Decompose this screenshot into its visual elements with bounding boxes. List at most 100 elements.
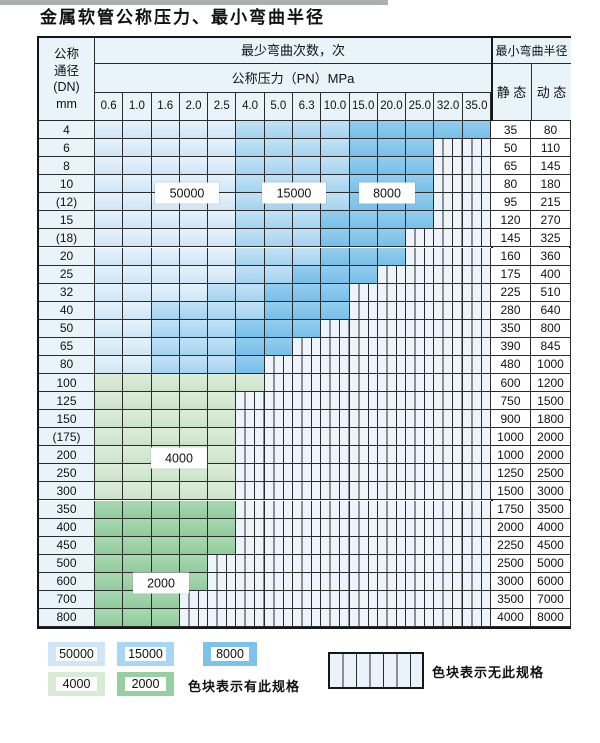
dn-cell: 15 <box>39 211 95 230</box>
spec-cell <box>179 392 209 411</box>
spec-cell <box>123 374 152 393</box>
dynamic-radius-cell: 325 <box>531 229 571 248</box>
legend-unavailable-text: 色块表示无此规格 <box>432 665 545 680</box>
spec-cell <box>151 211 180 230</box>
pressure-col-header: 20.0 <box>377 93 407 121</box>
cycles-zone-label: 15000 <box>262 182 326 204</box>
spec-cell <box>377 211 407 230</box>
spec-cell <box>321 157 350 176</box>
no-spec-cell <box>349 301 378 320</box>
spec-cell <box>179 554 209 573</box>
no-spec-cell <box>377 283 407 302</box>
spec-cell <box>321 247 350 266</box>
spec-cell <box>151 518 180 537</box>
no-spec-cell <box>462 608 491 627</box>
spec-cell <box>123 482 152 501</box>
static-radius-cell: 145 <box>491 229 531 248</box>
dynamic-radius-cell: 360 <box>531 247 571 266</box>
no-spec-cell <box>236 464 265 483</box>
no-spec-cell <box>462 337 491 356</box>
no-spec-cell <box>406 446 435 465</box>
dn-cell: 700 <box>39 590 95 609</box>
no-spec-cell <box>236 392 265 411</box>
no-spec-cell <box>293 410 322 429</box>
dynamic-radius-cell: 3000 <box>531 482 571 501</box>
spec-cell <box>123 247 152 266</box>
no-spec-cell <box>293 482 322 501</box>
no-spec-cell <box>377 554 407 573</box>
spec-cell <box>208 211 237 230</box>
static-radius-cell: 350 <box>491 319 531 338</box>
no-spec-cell <box>208 554 237 573</box>
no-spec-cell <box>293 446 322 465</box>
pressure-col-header: 35.0 <box>462 93 491 121</box>
dn-cell: 100 <box>39 374 95 393</box>
no-spec-cell <box>434 554 463 573</box>
dynamic-radius-cell: 8000 <box>531 608 571 627</box>
spec-cell <box>179 265 209 284</box>
spec-cell <box>236 193 265 212</box>
spec-cell <box>208 355 237 374</box>
spec-cell <box>151 121 180 140</box>
spec-cell <box>123 265 152 284</box>
spec-cell <box>95 211 124 230</box>
no-spec-cell <box>462 157 491 176</box>
spec-cell <box>293 301 322 320</box>
no-spec-cell <box>321 590 350 609</box>
no-spec-cell <box>377 355 407 374</box>
spec-cell <box>151 247 180 266</box>
no-spec-cell <box>462 211 491 230</box>
spec-cell <box>179 283 209 302</box>
spec-cell <box>123 392 152 411</box>
spec-cell <box>349 265 378 284</box>
no-spec-cell <box>293 572 322 591</box>
spec-cell <box>123 229 152 248</box>
static-radius-cell: 1000 <box>491 428 531 447</box>
spec-cell <box>151 283 180 302</box>
static-radius-cell: 4000 <box>491 608 531 627</box>
no-spec-cell <box>321 572 350 591</box>
spec-cell <box>179 247 209 266</box>
spec-cell <box>236 283 265 302</box>
legend-swatch-2000: 2000 <box>117 672 174 696</box>
spec-cell <box>349 121 378 140</box>
no-spec-cell <box>293 518 322 537</box>
spec-cell <box>321 175 350 194</box>
pressure-col-header: 4.0 <box>236 93 265 121</box>
no-spec-cell <box>349 410 378 429</box>
spec-cell <box>264 319 293 338</box>
no-spec-cell <box>321 518 350 537</box>
no-spec-cell <box>293 500 322 519</box>
spec-cell <box>123 554 152 573</box>
pressure-col-header: 1.0 <box>123 93 152 121</box>
spec-cell <box>293 319 322 338</box>
no-spec-cell <box>434 518 463 537</box>
spec-cell <box>95 265 124 284</box>
no-spec-cell <box>349 518 378 537</box>
spec-cell <box>236 175 265 194</box>
dynamic-radius-cell: 2000 <box>531 428 571 447</box>
no-spec-cell <box>406 337 435 356</box>
no-spec-cell <box>236 446 265 465</box>
static-radius-cell: 120 <box>491 211 531 230</box>
spec-cell <box>179 428 209 447</box>
spec-cell <box>179 211 209 230</box>
spec-cell <box>95 536 124 555</box>
spec-cell <box>123 337 152 356</box>
no-spec-cell <box>434 500 463 519</box>
spec-cell <box>208 374 237 393</box>
no-spec-cell <box>462 392 491 411</box>
spec-cell <box>95 518 124 537</box>
no-spec-cell <box>434 410 463 429</box>
no-spec-cell <box>236 500 265 519</box>
no-spec-cell <box>236 482 265 501</box>
spec-cell <box>179 157 209 176</box>
no-spec-cell <box>434 175 463 194</box>
spec-cell <box>406 121 435 140</box>
spec-cell <box>151 229 180 248</box>
dn-cell: 125 <box>39 392 95 411</box>
dn-cell: 6 <box>39 139 95 158</box>
no-spec-cell <box>406 410 435 429</box>
no-spec-cell <box>462 301 491 320</box>
dynamic-radius-cell: 4500 <box>531 536 571 555</box>
